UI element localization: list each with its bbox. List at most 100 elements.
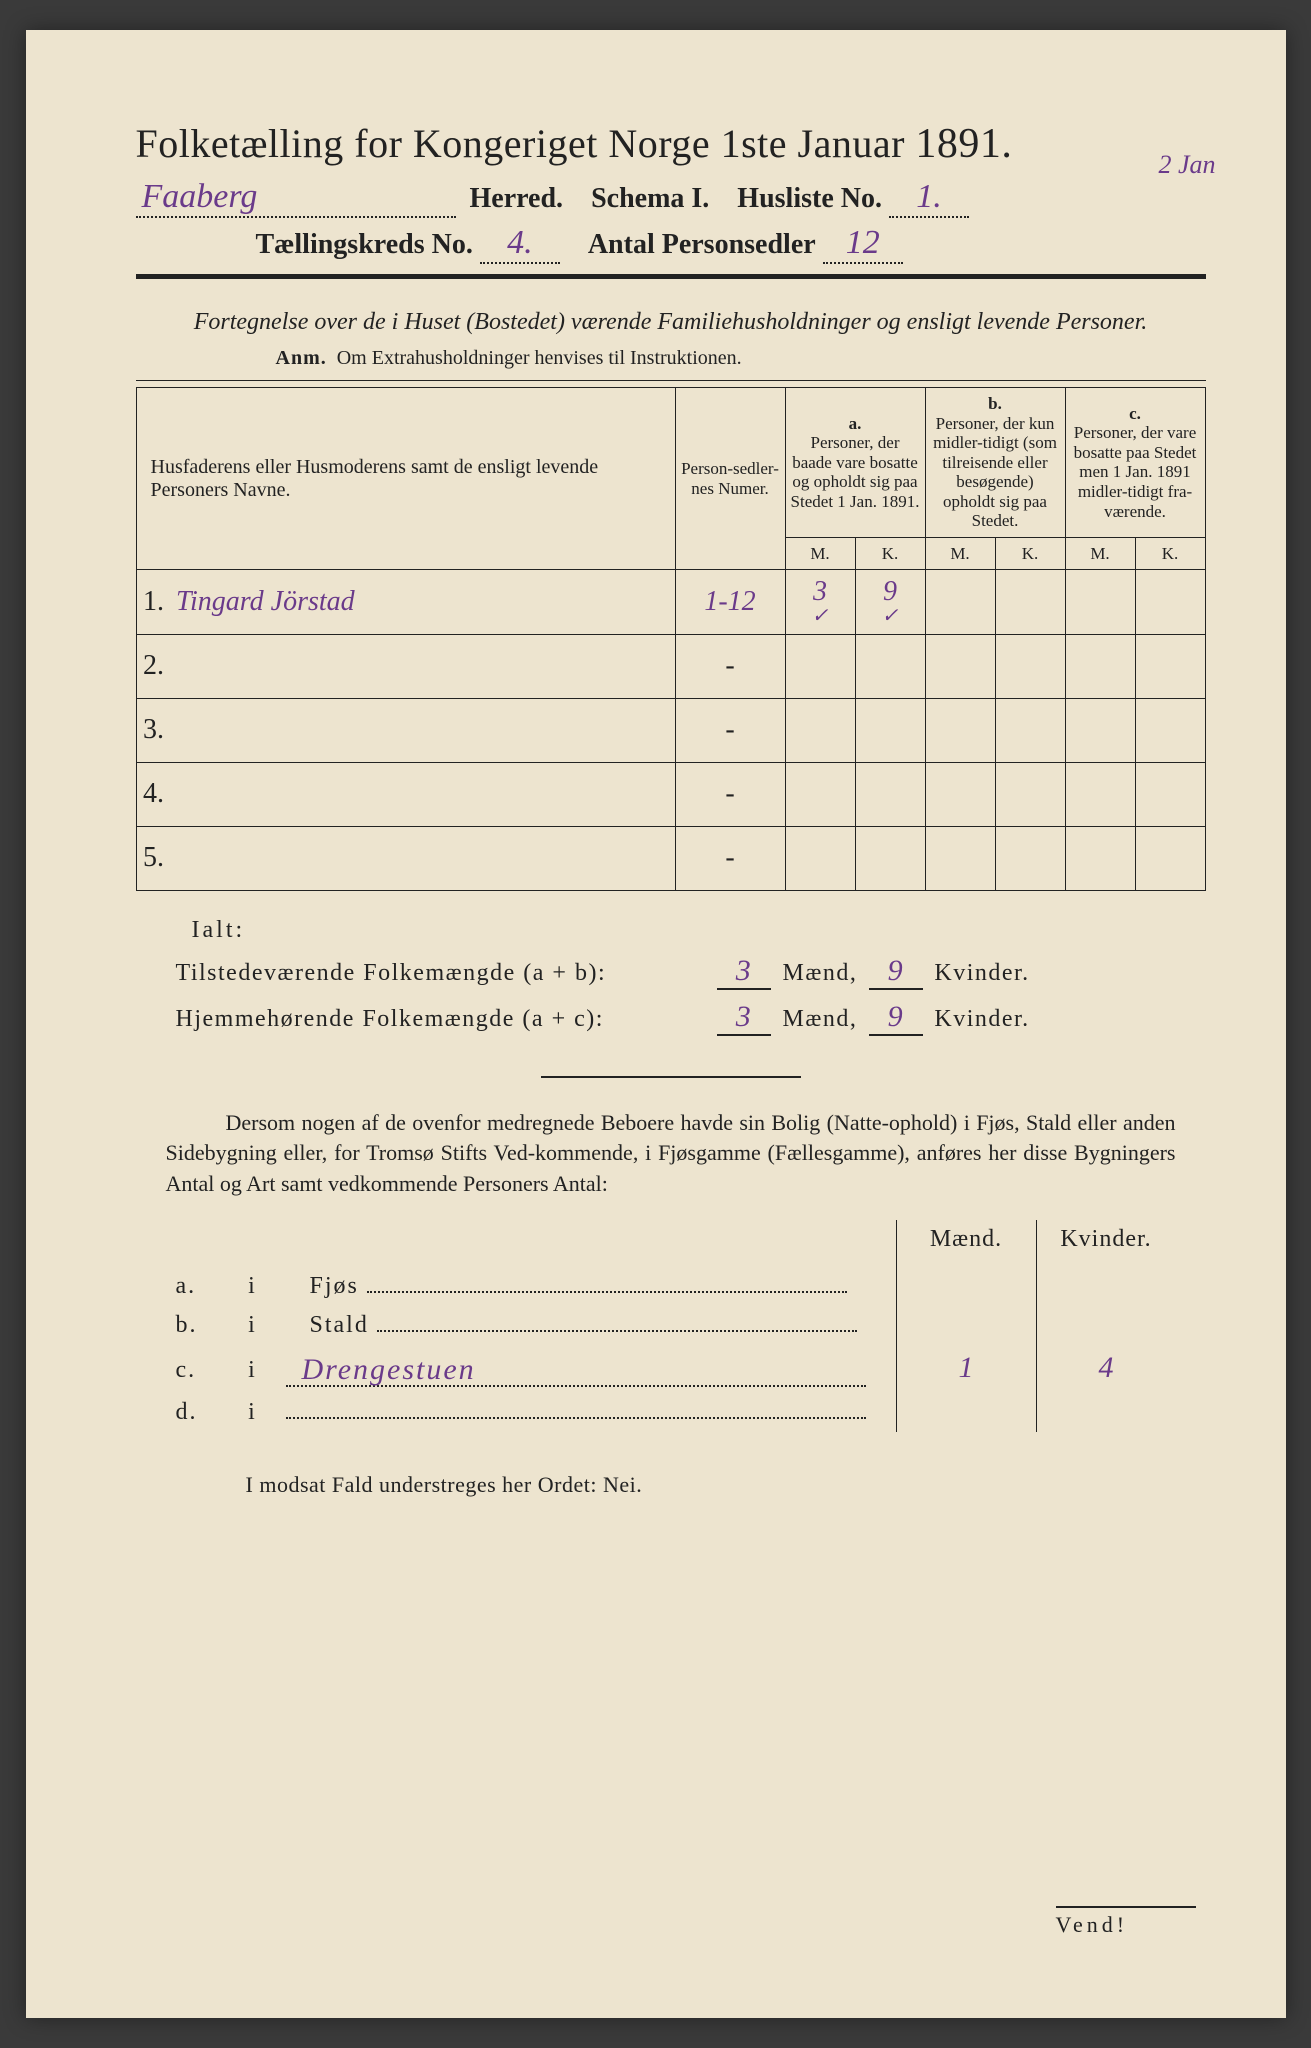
col-a-top: a.: [849, 414, 862, 433]
herred-field: Faaberg: [136, 178, 456, 218]
bt-d-m: [896, 1393, 1036, 1432]
bt-a-m: [896, 1267, 1036, 1306]
kvinder-label: Kvinder.: [934, 1006, 1029, 1032]
col-c-top: c.: [1129, 404, 1141, 423]
vend-rule: [1056, 1906, 1196, 1908]
tick-mark: ✓: [790, 605, 851, 628]
table-row: 2. -: [136, 634, 1205, 698]
row-a-m: [785, 826, 855, 890]
row-c-m: [1065, 570, 1135, 634]
bt-b-m: [896, 1306, 1036, 1345]
row-b-k: [995, 570, 1065, 634]
husliste-label: Husliste No.: [737, 183, 882, 214]
margin-annotation: 2 Jan: [1158, 150, 1215, 180]
row-num: -: [675, 698, 785, 762]
bt-row-a: a. i Fjøs: [176, 1267, 896, 1306]
bt-label-hand: Drengestuen: [302, 1353, 476, 1386]
table-row: 5. -: [136, 826, 1205, 890]
row-a-m: 3 ✓: [785, 570, 855, 634]
maend-label: Mænd,: [783, 1006, 858, 1032]
col-c-text: Personer, der vare bosatte paa Stedet me…: [1074, 423, 1197, 520]
row-b-m: [925, 634, 995, 698]
title-year: 1891.: [915, 121, 1012, 167]
col-c-k: K.: [1135, 537, 1205, 570]
row-name: [170, 698, 675, 762]
bt-lead: d.: [176, 1399, 220, 1426]
bt-row-d: d. i: [176, 1393, 896, 1432]
row-a-k: [855, 826, 925, 890]
dots: [286, 1417, 866, 1419]
bt-head-kvinder: Kvinder.: [1036, 1220, 1176, 1267]
table-row: 1. Tingard Jörstad 1-12 3 ✓ 9 ✓: [136, 570, 1205, 634]
final-instruction: I modsat Fald understreges her Ordet: Ne…: [246, 1472, 1206, 1498]
col-a: a. Personer, der baade vare bosatte og o…: [785, 388, 925, 538]
row-b-k: [995, 634, 1065, 698]
totals-row-2: Hjemmehørende Folkemængde (a + c): 3 Mæn…: [176, 1000, 1206, 1036]
bt-c-m: 1: [896, 1345, 1036, 1393]
col-b-text: Personer, der kun midler-tidigt (som til…: [933, 414, 1057, 531]
bt-row-c: c. i Drengestuen: [176, 1345, 896, 1393]
row-index: 5.: [136, 826, 170, 890]
row-a-k: [855, 762, 925, 826]
row-name: [170, 634, 675, 698]
row-a-k: 9 ✓: [855, 570, 925, 634]
col-a-text: Personer, der baade vare bosatte og opho…: [791, 433, 920, 511]
row-a-k-val: 9: [883, 576, 897, 607]
bt-lead: c.: [176, 1357, 220, 1384]
bt-head-maend: Mænd.: [896, 1220, 1036, 1267]
row-c-k: [1135, 634, 1205, 698]
antal-label: Antal Personsedler: [588, 229, 816, 260]
totals-r2-m: 3: [717, 1000, 771, 1036]
col-b-m: M.: [925, 537, 995, 570]
main-table: Husfaderens eller Husmoderens samt de en…: [136, 387, 1206, 891]
row-a-m: [785, 634, 855, 698]
totals-label-2: Hjemmehørende Folkemængde (a + c):: [176, 1006, 706, 1033]
explanatory-paragraph: Dersom nogen af de ovenfor medregnede Be…: [166, 1108, 1176, 1200]
row-name: [170, 762, 675, 826]
row-b-k: [995, 698, 1065, 762]
intro-paragraph: Fortegnelse over de i Huset (Bostedet) v…: [166, 307, 1176, 337]
bt-i: i: [228, 1312, 278, 1339]
col-c-m: M.: [1065, 537, 1135, 570]
row-num: -: [675, 634, 785, 698]
anm-text: Om Extrahusholdninger henvises til Instr…: [337, 347, 742, 369]
rule-2: [136, 380, 1206, 381]
totals-r2-k: 9: [869, 1000, 923, 1036]
totals-r1-k: 9: [869, 954, 923, 990]
bottom-table: Mænd. Kvinder. a. i Fjøs b. i Stald c. i…: [176, 1220, 1176, 1432]
row-num: -: [675, 762, 785, 826]
totals-r1-m: 3: [717, 954, 771, 990]
row-c-k: [1135, 698, 1205, 762]
row-b-k: [995, 762, 1065, 826]
row-b-m: [925, 826, 995, 890]
rule-1: [136, 274, 1206, 279]
header-line-3: Tællingskreds No. 4. Antal Personsedler …: [256, 224, 1206, 264]
totals-row-1: Tilstedeværende Folkemængde (a + b): 3 M…: [176, 954, 1206, 990]
row-b-m: [925, 762, 995, 826]
table-head-row-1: Husfaderens eller Husmoderens samt de en…: [136, 388, 1205, 538]
antal-value: 12: [823, 224, 903, 264]
bt-b-k: [1036, 1306, 1176, 1345]
schema-label: Schema I.: [591, 183, 709, 214]
dots: [377, 1330, 857, 1332]
row-b-m: [925, 570, 995, 634]
anm-lead: Anm.: [276, 347, 327, 369]
maend-label: Mænd,: [783, 960, 858, 986]
row-c-k: [1135, 570, 1205, 634]
row-num: -: [675, 826, 785, 890]
herred-label: Herred.: [470, 183, 564, 214]
kreds-label: Tællingskreds No.: [256, 229, 473, 260]
dots: [367, 1291, 847, 1293]
row-c-m: [1065, 634, 1135, 698]
separator-rule: [541, 1076, 801, 1078]
row-c-k: [1135, 826, 1205, 890]
bt-c-k: 4: [1036, 1345, 1176, 1393]
bt-lead: a.: [176, 1273, 220, 1300]
bt-i: i: [228, 1273, 278, 1300]
row-a-k: [855, 698, 925, 762]
bt-i: i: [228, 1399, 278, 1426]
tick-mark: ✓: [860, 605, 921, 628]
row-b-m: [925, 698, 995, 762]
col-b-k: K.: [995, 537, 1065, 570]
bt-label-text: Stald: [310, 1312, 369, 1338]
